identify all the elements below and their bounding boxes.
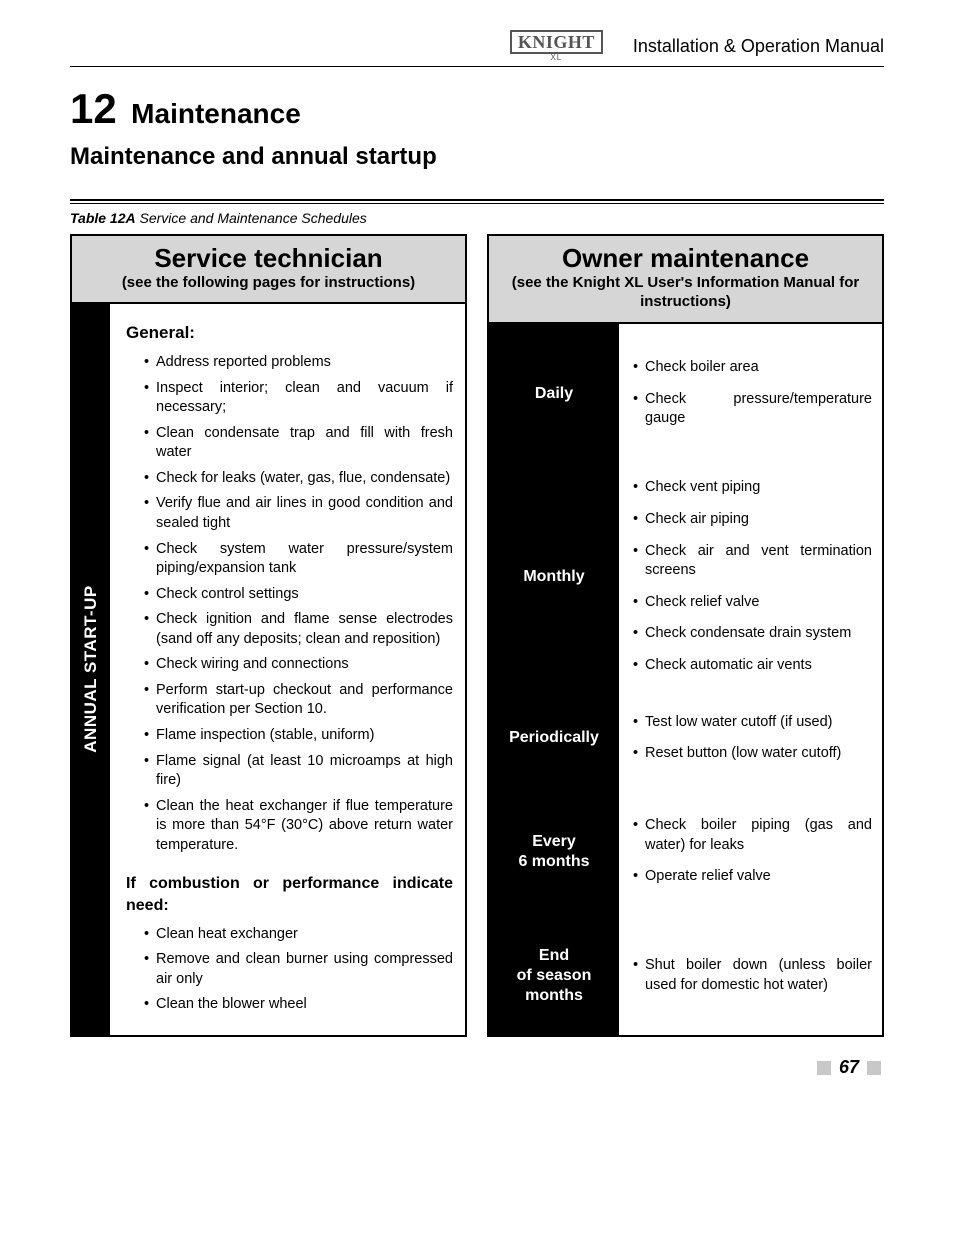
list-item: Check air piping: [633, 510, 872, 530]
left-subtitle: (see the following pages for instruction…: [82, 273, 455, 293]
owner-row: PeriodicallyTest low water cutoff (if us…: [489, 690, 882, 787]
list-item: Check control settings: [144, 585, 453, 605]
footer-square-icon: [867, 1061, 881, 1075]
list-item: Verify flue and air lines in good condit…: [144, 494, 453, 533]
owner-row-items: Test low water cutoff (if used) Reset but…: [619, 690, 882, 787]
list-item: Flame inspection (stable, uniform): [144, 726, 453, 746]
list-item: Check automatic air vents: [633, 656, 872, 676]
page-number: 67: [839, 1057, 859, 1077]
right-subtitle: (see the Knight XL User's Information Ma…: [499, 273, 872, 312]
list-item: Shut boiler down (unless boiler used for…: [633, 956, 872, 995]
right-header: Owner maintenance (see the Knight XL Use…: [489, 236, 882, 324]
list-item: Perform start-up checkout and performanc…: [144, 681, 453, 720]
owner-row: Endof seasonmonths Shut boiler down (unle…: [489, 916, 882, 1035]
list-item: Check system water pressure/system pipin…: [144, 540, 453, 579]
table-caption: Table 12A Service and Maintenance Schedu…: [70, 210, 884, 226]
service-technician-col: Service technician (see the following pa…: [70, 234, 467, 1037]
list-item: Remove and clean burner using compressed…: [144, 950, 453, 989]
footer-square-icon: [817, 1061, 831, 1075]
list-item: Check wiring and connections: [144, 655, 453, 675]
caption-label: Table 12A: [70, 210, 136, 226]
owner-row: Every6 months Check boiler piping (gas an…: [489, 787, 882, 916]
owner-row: Monthly Check vent piping Check air piping…: [489, 464, 882, 690]
owner-row-label: Monthly: [489, 464, 619, 690]
list-item: Check condensate drain system: [633, 624, 872, 644]
logo-sub: XL: [510, 53, 603, 62]
general-heading: General:: [126, 322, 453, 345]
general-list: Address reported problems Inspect interio…: [126, 353, 453, 855]
rule-thin: [70, 203, 884, 204]
list-item: Check for leaks (water, gas, flue, conde…: [144, 469, 453, 489]
list-item: Clean heat exchanger: [144, 925, 453, 945]
schedule-table: Service technician (see the following pa…: [70, 234, 884, 1037]
page-header: KNIGHT XL Installation & Operation Manua…: [70, 30, 884, 67]
owner-row-items: Shut boiler down (unless boiler used for…: [619, 916, 882, 1035]
owner-row-label: Daily: [489, 324, 619, 464]
list-item: Clean the blower wheel: [144, 995, 453, 1015]
list-item: Check boiler piping (gas and water) for …: [633, 816, 872, 855]
owner-row-label: Every6 months: [489, 787, 619, 916]
list-item: Test low water cutoff (if used): [633, 713, 872, 733]
owner-row-label: Endof seasonmonths: [489, 916, 619, 1035]
section-subtitle: Maintenance and annual startup: [70, 143, 884, 171]
left-header: Service technician (see the following pa…: [72, 236, 465, 304]
section-title: Maintenance: [131, 98, 301, 130]
left-body: ANNUAL START-UP General: Address reporte…: [72, 304, 465, 1035]
section-heading: 12 Maintenance: [70, 85, 884, 133]
list-item: Check vent piping: [633, 478, 872, 498]
list-item: Check boiler area: [633, 358, 872, 378]
page-footer: 67: [70, 1057, 884, 1078]
doc-title: Installation & Operation Manual: [633, 36, 884, 57]
owner-row-items: Check vent piping Check air piping Check a…: [619, 464, 882, 690]
right-title: Owner maintenance: [499, 244, 872, 273]
list-item: Clean condensate trap and fill with fres…: [144, 424, 453, 463]
vband-text: ANNUAL START-UP: [81, 586, 101, 753]
owner-row-items: Check boiler piping (gas and water) for …: [619, 787, 882, 916]
list-item: Reset button (low water cutoff): [633, 744, 872, 764]
combustion-list: Clean heat exchanger Remove and clean bur…: [126, 925, 453, 1015]
owner-row: Daily Check boiler area Check pressure/tem…: [489, 324, 882, 464]
list-item: Flame signal (at least 10 microamps at h…: [144, 752, 453, 791]
logo: KNIGHT XL: [510, 30, 603, 62]
left-title: Service technician: [82, 244, 455, 273]
list-item: Check ignition and flame sense electrode…: [144, 610, 453, 649]
list-item: Check relief valve: [633, 593, 872, 613]
right-body: Daily Check boiler area Check pressure/tem…: [489, 324, 882, 1035]
list-item: Address reported problems: [144, 353, 453, 373]
owner-row-label: Periodically: [489, 690, 619, 787]
list-item: Check pressure/temperature gauge: [633, 390, 872, 429]
annual-startup-band: ANNUAL START-UP: [72, 304, 110, 1035]
combustion-heading: If combustion or performance indicate ne…: [126, 873, 453, 916]
left-content: General: Address reported problems Inspec…: [110, 304, 465, 1035]
owner-maintenance-col: Owner maintenance (see the Knight XL Use…: [487, 234, 884, 1037]
list-item: Operate relief valve: [633, 867, 872, 887]
list-item: Clean the heat exchanger if flue tempera…: [144, 797, 453, 856]
logo-text: KNIGHT: [510, 30, 603, 54]
owner-row-items: Check boiler area Check pressure/temperat…: [619, 324, 882, 464]
list-item: Check air and vent termination screens: [633, 542, 872, 581]
caption-desc: Service and Maintenance Schedules: [140, 210, 367, 226]
list-item: Inspect interior; clean and vacuum if ne…: [144, 379, 453, 418]
section-number: 12: [70, 85, 117, 133]
rule-thick: [70, 199, 884, 201]
